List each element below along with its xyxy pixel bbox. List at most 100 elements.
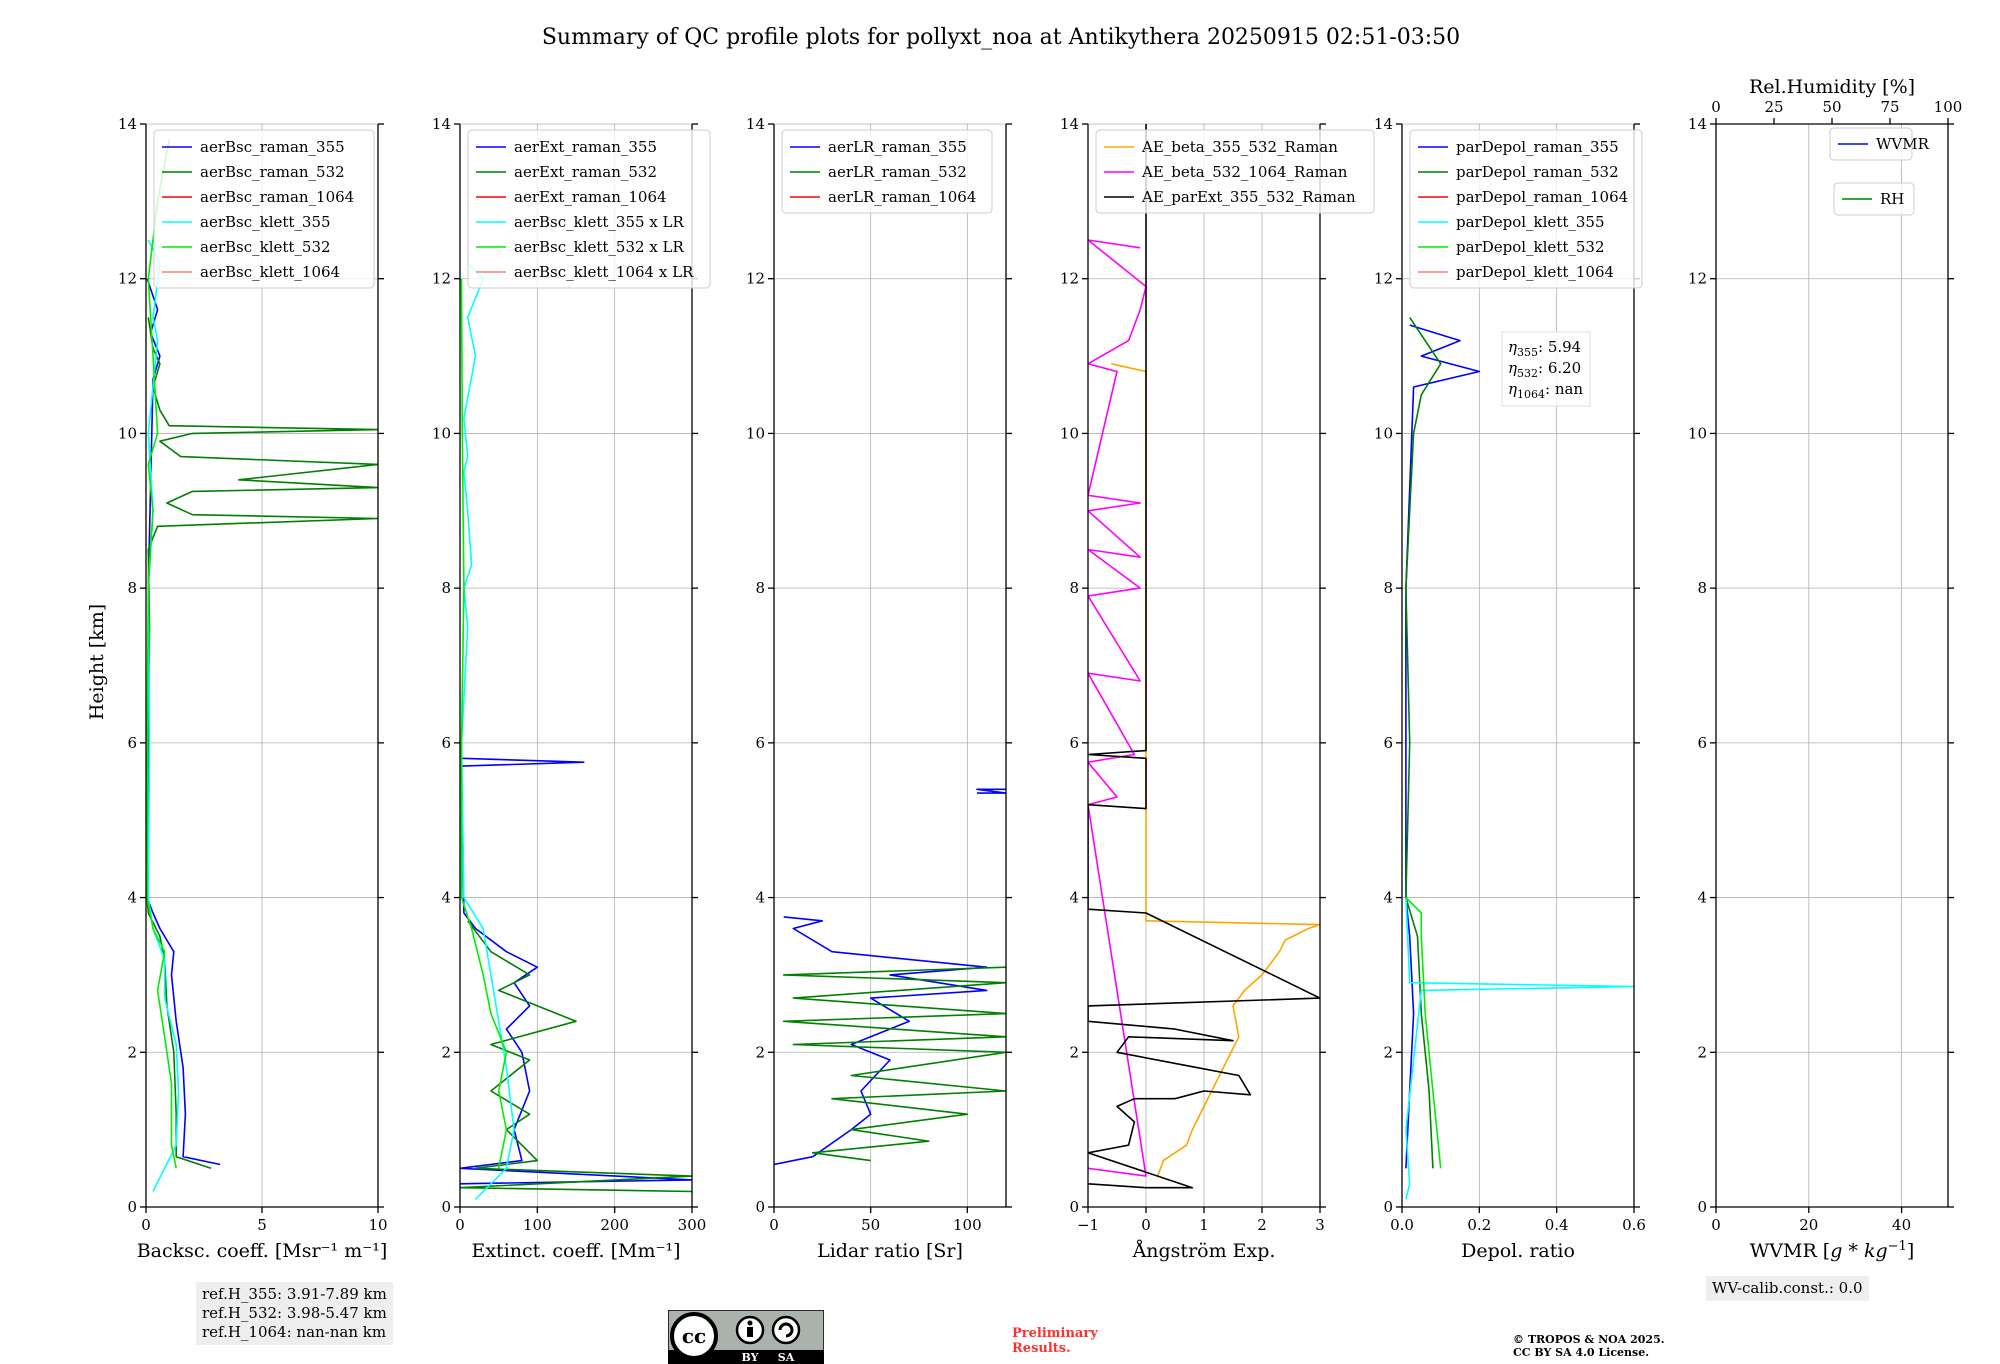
y-tick-label: 0 <box>127 1198 137 1216</box>
series-group <box>774 788 1006 1166</box>
x2-tick-label: 50 <box>1822 98 1841 116</box>
y-tick-label: 12 <box>1374 270 1393 288</box>
copyright-line-2: CC BY SA 4.0 License. <box>1513 1346 1650 1359</box>
series-line-aerLR_raman_355 <box>774 916 988 1166</box>
x-tick-label: 100 <box>953 1216 982 1234</box>
x-axis-label-part: g <box>1830 1240 1842 1262</box>
y-tick-label: 2 <box>1697 1043 1707 1061</box>
series-line-AE_beta_355_532_Raman <box>1111 363 1320 1177</box>
eta-symbol: η <box>1508 359 1517 377</box>
x2-tick-label: 25 <box>1764 98 1783 116</box>
x-tick-label: 1 <box>1199 1216 1209 1234</box>
legend-entry: parDepol_raman_1064 <box>1456 188 1628 206</box>
x-tick-label: 2 <box>1257 1216 1267 1234</box>
legend-entry: aerLR_raman_355 <box>828 138 967 156</box>
x-axis-label: Depol. ratio <box>1461 1240 1575 1262</box>
x-axis-label-part: kg <box>1864 1240 1888 1262</box>
x-axis-label: Ångström Exp. <box>1132 1240 1276 1262</box>
series-group <box>1405 316 1634 1200</box>
legend-entry: RH <box>1880 190 1904 208</box>
x-tick-label: 0.2 <box>1467 1216 1491 1234</box>
eta-annotation-line: η355: 5.94 <box>1508 338 1581 359</box>
legend-entry: aerBsc_klett_532 x LR <box>514 238 685 256</box>
chart-panel-1: 0 2 4 6 8 10 12 14 0 5 10 Backsc. coeff. [Msr⁻¹ m⁻¹… <box>118 115 388 1262</box>
x-tick-label: 300 <box>678 1216 707 1234</box>
ref-height-1064: ref.H_1064: nan-nan km <box>202 1323 387 1341</box>
legend-entry: aerExt_raman_355 <box>514 138 657 156</box>
x-axis-label-part: * <box>1842 1240 1864 1262</box>
y-tick-label: 10 <box>1060 424 1079 442</box>
y-tick-label: 12 <box>432 270 451 288</box>
legend-entry: aerBsc_klett_355 x LR <box>514 213 685 231</box>
legend-entry: aerLR_raman_1064 <box>828 188 976 206</box>
legend-entry: aerBsc_klett_355 <box>200 213 331 231</box>
legend-entry: parDepol_klett_355 <box>1456 213 1605 231</box>
y-tick-label: 14 <box>1060 115 1079 133</box>
series-line-aerBsc_klett_532 <box>146 139 177 1169</box>
eta-value: : 5.94 <box>1538 338 1581 356</box>
x-tick-label: 10 <box>368 1216 387 1234</box>
x-tick-label: 0 <box>769 1216 779 1234</box>
license-by-label: BY <box>742 1351 759 1364</box>
x-axis-label: Lidar ratio [Sr] <box>817 1240 963 1262</box>
series-group <box>1088 124 1320 1189</box>
x2-tick-label: 100 <box>1934 98 1963 116</box>
legend-entry: aerBsc_raman_532 <box>200 163 345 181</box>
x2-tick-label: 0 <box>1711 98 1721 116</box>
y-tick-label: 10 <box>746 424 765 442</box>
x-tick-label: 20 <box>1799 1216 1818 1234</box>
x-axis-label-part: ] <box>1907 1240 1914 1262</box>
legend-box <box>1833 182 1915 216</box>
y-tick-label: 0 <box>755 1198 765 1216</box>
y-tick-label: 6 <box>755 734 765 752</box>
y-tick-label: 0 <box>1697 1198 1707 1216</box>
series-line-AE_parExt_355_532_Raman <box>1088 124 1320 1189</box>
y-tick-label: 2 <box>755 1043 765 1061</box>
y-tick-label: 10 <box>432 424 451 442</box>
y-tick-label: 6 <box>127 734 137 752</box>
wv-calib-text: WV-calib.const.: 0.0 <box>1712 1279 1863 1297</box>
legend-entry: WVMR <box>1876 135 1930 153</box>
x-axis-label-part: −1 <box>1888 1239 1907 1254</box>
sa-share-alike-arrow <box>778 1322 794 1338</box>
y-tick-label: 4 <box>1069 889 1079 907</box>
series-group <box>460 262 692 1200</box>
y-tick-label: 4 <box>441 889 451 907</box>
y-tick-label: 14 <box>746 115 765 133</box>
chart-panel-2: 0 2 4 6 8 10 12 14 0 100 200 300 Extinct. coeff. [Mm… <box>432 115 711 1262</box>
y-tick-label: 8 <box>441 579 451 597</box>
eta-value: : nan <box>1545 380 1583 398</box>
by-attribution-body <box>747 1327 753 1337</box>
legend-entry: parDepol_klett_532 <box>1456 238 1605 256</box>
x-tick-label: 40 <box>1892 1216 1911 1234</box>
legend-entry: parDepol_klett_1064 <box>1456 263 1614 281</box>
legend-entry: AE_beta_532_1064_Raman <box>1141 163 1348 181</box>
y-tick-label: 4 <box>1697 889 1707 907</box>
eta-subscript: 532 <box>1517 367 1538 380</box>
preliminary-results-note: Preliminary Results. <box>1012 1326 1098 1356</box>
legend-box <box>153 129 375 289</box>
y-tick-label: 0 <box>1383 1198 1393 1216</box>
eta-annotation-line: η1064: nan <box>1508 380 1583 401</box>
eta-annotation-box <box>1501 331 1591 407</box>
figure-title: Summary of QC profile plots for pollyxt_… <box>542 25 1460 50</box>
y-tick-label: 12 <box>1060 270 1079 288</box>
y-tick-label: 4 <box>1383 889 1393 907</box>
legend-entry: aerBsc_klett_532 <box>200 238 331 256</box>
eta-annotation-line: η532: 6.20 <box>1508 359 1581 380</box>
series-line-AE_beta_532_1064_Raman <box>1088 239 1147 1177</box>
y-axis-label: Height [km] <box>86 604 108 720</box>
series-line-aerExt_raman_532 <box>460 920 692 1193</box>
eta-subscript: 1064 <box>1517 388 1545 401</box>
x-tick-label: 0 <box>141 1216 151 1234</box>
y-tick-label: 14 <box>1688 115 1707 133</box>
eta-value: : 6.20 <box>1538 359 1581 377</box>
preliminary-line-2: Results. <box>1012 1341 1071 1356</box>
x-tick-label: 0.0 <box>1390 1216 1414 1234</box>
y-tick-label: 8 <box>755 579 765 597</box>
series-line-parDepol_raman_532 <box>1405 316 1442 1169</box>
series-line-parDepol_klett_355 <box>1405 897 1634 1200</box>
y-tick-label: 2 <box>127 1043 137 1061</box>
